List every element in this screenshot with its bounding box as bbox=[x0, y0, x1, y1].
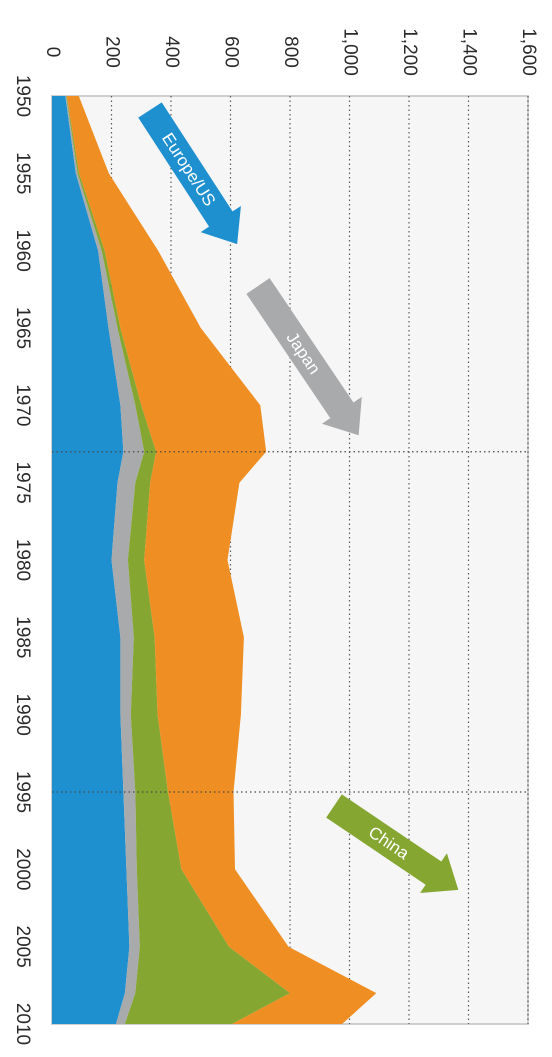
arrow-shape bbox=[326, 794, 459, 894]
year-tick-label: 1975 bbox=[12, 462, 33, 504]
value-tick-label: 600 bbox=[220, 36, 241, 68]
x-tick-labels: 1950 1955 1960 1965 1970 1975 1980 1985 1990 1995… bbox=[12, 75, 33, 1045]
value-tick-label: 800 bbox=[280, 36, 301, 68]
year-tick-label: 1970 bbox=[12, 384, 33, 426]
year-tick-label: 1965 bbox=[12, 307, 33, 349]
year-tick-label: 2000 bbox=[12, 848, 33, 890]
marker-lines bbox=[52, 451, 528, 793]
value-tick-label: 1,600 bbox=[518, 28, 539, 76]
annotation-arrow-japan: Japan bbox=[246, 278, 362, 436]
y-tick-labels: 0 200 400 600 800 1,000 1,200 1,400 1,600 bbox=[42, 28, 539, 76]
value-tick-label: 0 bbox=[42, 47, 63, 58]
year-tick-label: 1995 bbox=[12, 771, 33, 813]
value-tick-label: 1,000 bbox=[339, 28, 360, 76]
area-series-unlabeled bbox=[66, 96, 377, 1024]
year-tick-label: 1990 bbox=[12, 694, 33, 736]
arrow-shape bbox=[246, 278, 362, 436]
year-tick-label: 2005 bbox=[12, 926, 33, 968]
arrow-shape bbox=[138, 102, 241, 245]
year-tick-label: 1955 bbox=[12, 152, 33, 194]
year-tick-label: 1950 bbox=[12, 75, 33, 117]
value-tick-label: 200 bbox=[101, 36, 122, 68]
value-tick-label: 400 bbox=[161, 36, 182, 68]
value-tick-label: 1,400 bbox=[458, 28, 479, 76]
year-tick-label: 2010 bbox=[12, 1003, 33, 1045]
year-tick-label: 1980 bbox=[12, 539, 33, 581]
year-tick-label: 1985 bbox=[12, 616, 33, 658]
value-tick-label: 1,200 bbox=[399, 28, 420, 76]
year-tick-label: 1960 bbox=[12, 230, 33, 272]
